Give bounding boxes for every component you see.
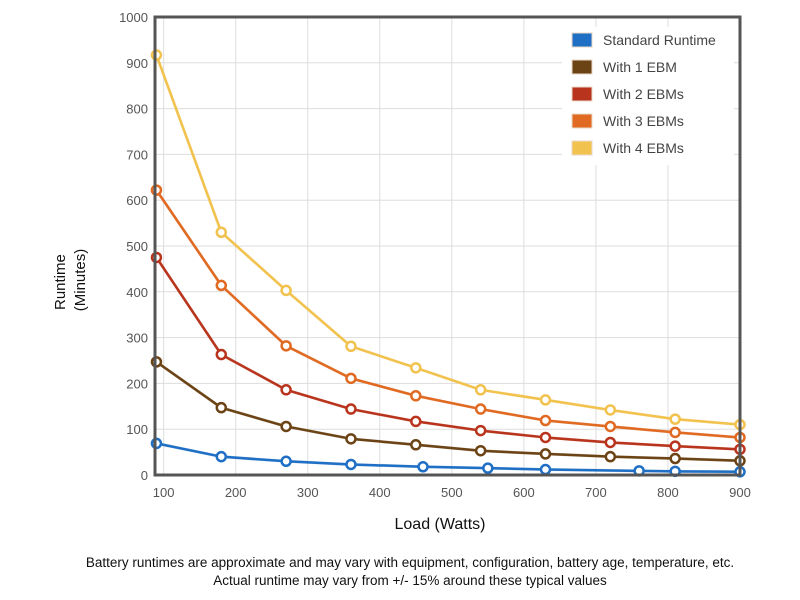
x-tick-label: 300 <box>297 485 319 500</box>
series-0 <box>150 437 746 478</box>
x-tick-label: 200 <box>225 485 247 500</box>
data-point <box>539 431 552 444</box>
data-point <box>539 394 552 406</box>
data-point <box>345 372 357 385</box>
data-point <box>474 424 487 437</box>
data-point <box>345 433 357 445</box>
legend-label: With 1 EBM <box>603 59 677 75</box>
data-point <box>280 284 292 297</box>
data-point <box>474 384 487 396</box>
data-point <box>539 448 552 460</box>
x-tick-label: 600 <box>513 485 535 500</box>
x-axis-ticks: 100 200 300 400 500 600 700 800 900 <box>153 485 751 500</box>
y-axis-title: Runtime (Minutes) <box>52 249 89 312</box>
x-axis-title: Load (Watts) <box>395 516 486 533</box>
series-line-glow <box>155 189 741 439</box>
data-point <box>669 440 681 452</box>
data-point <box>669 413 681 425</box>
data-point <box>604 436 617 449</box>
series-4 <box>150 49 746 431</box>
legend-swatch <box>571 59 593 75</box>
data-point <box>280 455 292 468</box>
series-3 <box>150 184 746 444</box>
data-point <box>215 348 228 361</box>
data-point <box>410 390 422 402</box>
y-tick-label: 700 <box>126 147 148 162</box>
x-tick-label: 700 <box>585 485 607 500</box>
y-axis-ticks: 0 100 200 300 400 500 600 700 800 900 1000 <box>119 10 148 483</box>
legend: Standard Runtime With 1 EBM With 2 EBMs Wit… <box>562 27 734 165</box>
legend-swatch <box>571 32 593 48</box>
series-line <box>155 189 741 439</box>
data-point <box>345 403 357 415</box>
y-tick-label: 400 <box>126 285 148 300</box>
data-point <box>215 226 228 239</box>
data-point <box>345 340 357 353</box>
series-line <box>155 360 741 463</box>
x-tick-label: 100 <box>153 485 175 500</box>
data-point <box>410 439 422 451</box>
legend-swatch <box>571 113 593 129</box>
y-tick-label: 300 <box>126 331 148 346</box>
series-line-glow <box>155 256 741 451</box>
y-tick-label: 0 <box>141 468 148 483</box>
x-tick-label: 500 <box>441 485 463 500</box>
y-tick-label: 100 <box>126 422 148 437</box>
data-point <box>410 362 422 374</box>
data-point <box>280 384 292 396</box>
data-point <box>539 414 552 427</box>
data-point <box>417 461 429 473</box>
legend-label: With 4 EBMs <box>603 140 684 156</box>
data-point <box>345 458 357 471</box>
series-1 <box>150 356 746 467</box>
y-tick-label: 1000 <box>119 10 148 25</box>
legend-swatch <box>571 140 593 156</box>
data-point <box>474 444 487 457</box>
y-tick-label: 500 <box>126 239 148 254</box>
y-axis-title-line2: (Minutes) <box>72 249 89 312</box>
data-point <box>410 415 422 428</box>
data-point <box>474 403 487 415</box>
data-point <box>604 450 617 463</box>
y-axis-title-line1: Runtime <box>52 254 69 310</box>
footnote-2: Actual runtime may vary from +/- 15% aro… <box>213 573 607 588</box>
x-tick-label: 800 <box>657 485 679 500</box>
data-point <box>669 426 681 439</box>
data-point <box>215 450 228 463</box>
data-point <box>280 340 292 352</box>
x-tick-label: 400 <box>369 485 391 500</box>
y-tick-label: 800 <box>126 102 148 117</box>
y-tick-label: 600 <box>126 193 148 208</box>
x-tick-label: 900 <box>729 485 751 500</box>
data-point <box>539 463 552 476</box>
plot-frame <box>153 15 742 477</box>
series-line <box>156 442 741 474</box>
y-tick-label: 900 <box>126 56 148 71</box>
legend-label: With 3 EBMs <box>603 113 684 129</box>
data-point <box>604 420 617 433</box>
data-point <box>280 420 292 433</box>
legend-label: Standard Runtime <box>603 32 716 48</box>
footnote-1: Battery runtimes are approximate and may… <box>85 555 735 570</box>
series-2 <box>150 251 746 456</box>
data-point <box>604 404 617 416</box>
data-point <box>215 401 228 414</box>
series-line <box>155 256 741 451</box>
data-point <box>482 462 494 474</box>
series-line <box>155 54 741 426</box>
legend-swatch <box>571 86 593 102</box>
legend-label: With 2 EBMs <box>603 86 684 102</box>
y-tick-label: 200 <box>126 376 148 391</box>
data-point <box>215 279 228 292</box>
data-point <box>669 452 681 465</box>
